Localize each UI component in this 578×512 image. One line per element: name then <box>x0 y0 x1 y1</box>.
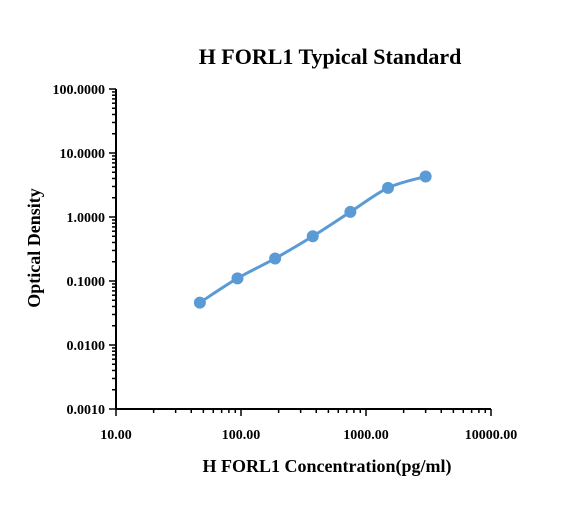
data-point <box>269 252 282 265</box>
chart-title: H FORL1 Typical Standard <box>199 44 462 69</box>
data-point <box>193 296 206 309</box>
data-point <box>382 181 395 194</box>
x-tick-label: 1000.00 <box>343 428 389 443</box>
x-axis: 10.00 100.00 1000.00 10000.00 <box>100 408 518 443</box>
data-point <box>231 272 244 285</box>
data-point <box>306 230 319 243</box>
y-axis-label: Optical Density <box>24 188 44 308</box>
y-tick-label: 100.0000 <box>53 83 106 98</box>
data-point <box>344 205 357 218</box>
plot-area <box>193 170 432 309</box>
x-tick-label: 10.00 <box>100 428 132 443</box>
y-tick-label: 0.0100 <box>67 339 106 354</box>
x-axis-label: H FORL1 Concentration(pg/ml) <box>203 456 452 477</box>
y-tick-label: 10.0000 <box>60 147 106 162</box>
x-tick-label: 10000.00 <box>465 428 518 443</box>
x-tick-label: 100.00 <box>222 428 261 443</box>
y-tick-label: 0.0010 <box>67 403 106 418</box>
data-point <box>419 170 432 183</box>
y-axis: 0.0010 0.0100 0.1000 1.0000 10.0000 100.0000 <box>53 83 117 418</box>
y-tick-label: 1.0000 <box>67 211 106 226</box>
y-tick-label: 0.1000 <box>67 275 106 290</box>
